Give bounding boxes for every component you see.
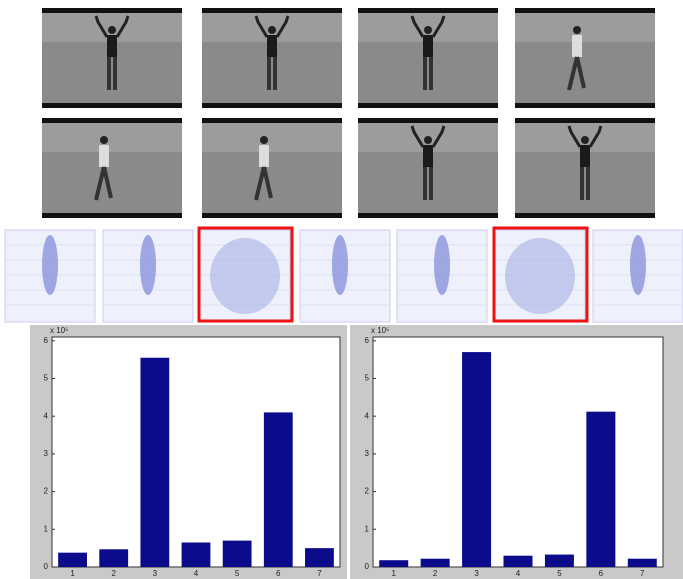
- activity-blob: [42, 235, 58, 295]
- y-tick-label: 4: [44, 411, 49, 420]
- frame-border: [358, 8, 498, 13]
- bar: [379, 560, 408, 567]
- bar: [504, 556, 533, 567]
- frame-border: [42, 8, 182, 13]
- frame-border: [358, 213, 498, 218]
- y-tick-label: 1: [44, 524, 49, 533]
- y-tick-label: 5: [44, 374, 49, 383]
- bar: [182, 542, 211, 567]
- y-tick-label: 6: [365, 336, 370, 345]
- person-head: [573, 26, 581, 34]
- person-head: [260, 136, 268, 144]
- bar: [586, 412, 615, 567]
- person-head: [424, 26, 432, 34]
- x-tick-label: 3: [153, 569, 158, 578]
- y-tick-label: 0: [44, 562, 49, 571]
- plot-area: [52, 337, 340, 567]
- x-tick-label: 7: [317, 569, 322, 578]
- bar: [628, 559, 657, 567]
- y-multiplier: x 10⁵: [371, 326, 389, 335]
- frame-border: [42, 118, 182, 123]
- frame-sky: [515, 12, 655, 42]
- y-tick-label: 0: [365, 562, 370, 571]
- person-body: [259, 145, 269, 167]
- y-tick-label: 2: [365, 487, 370, 496]
- x-tick-label: 4: [194, 569, 199, 578]
- x-tick-label: 1: [70, 569, 75, 578]
- person-body: [572, 35, 582, 57]
- y-tick-label: 3: [44, 449, 49, 458]
- activity-blob: [210, 238, 280, 314]
- bar: [421, 559, 450, 567]
- y-tick-label: 4: [365, 411, 370, 420]
- y-multiplier: x 10⁵: [50, 326, 68, 335]
- x-tick-label: 4: [516, 569, 521, 578]
- frame-sky: [202, 122, 342, 152]
- x-tick-label: 6: [599, 569, 604, 578]
- frame-border: [202, 8, 342, 13]
- y-tick-label: 1: [365, 524, 370, 533]
- person-head: [268, 26, 276, 34]
- figure: x 10⁵ 0 1 2 3 4 5 6 1 2 3 4 5 6 7 x 10⁵ 0 1 2 3 4 5 6 1 2 3 4 5 6 7: [0, 0, 683, 579]
- activity-blob: [630, 235, 646, 295]
- frame-border: [358, 118, 498, 123]
- bar: [264, 412, 293, 567]
- y-tick-label: 6: [44, 336, 49, 345]
- person-head: [108, 26, 116, 34]
- frame-border: [202, 213, 342, 218]
- bar: [305, 548, 334, 567]
- bar: [545, 555, 574, 567]
- x-tick-label: 2: [433, 569, 438, 578]
- person-body: [580, 145, 590, 167]
- frame-border: [515, 213, 655, 218]
- activity-blob: [434, 235, 450, 295]
- bar: [462, 352, 491, 567]
- plot-area: [373, 337, 663, 567]
- x-tick-label: 2: [111, 569, 116, 578]
- person-body: [99, 145, 109, 167]
- bar: [223, 541, 252, 567]
- y-tick-label: 2: [44, 487, 49, 496]
- frame-border: [42, 213, 182, 218]
- frame-border: [515, 118, 655, 123]
- frame-border: [202, 103, 342, 108]
- bar: [99, 549, 128, 567]
- bar: [58, 553, 87, 567]
- bar: [140, 358, 169, 567]
- x-tick-label: 3: [474, 569, 479, 578]
- x-tick-label: 1: [391, 569, 396, 578]
- person-head: [581, 136, 589, 144]
- x-tick-label: 7: [640, 569, 645, 578]
- frame-border: [202, 118, 342, 123]
- frame-sky: [42, 122, 182, 152]
- frame-border: [358, 103, 498, 108]
- y-tick-label: 3: [365, 449, 370, 458]
- activity-blob: [505, 238, 575, 314]
- person-body: [423, 35, 433, 57]
- person-body: [423, 145, 433, 167]
- frame-border: [515, 8, 655, 13]
- person-head: [100, 136, 108, 144]
- x-tick-label: 5: [557, 569, 562, 578]
- activity-blob: [332, 235, 348, 295]
- frame-border: [42, 103, 182, 108]
- person-head: [424, 136, 432, 144]
- x-tick-label: 6: [276, 569, 281, 578]
- activity-blob: [140, 235, 156, 295]
- person-body: [267, 35, 277, 57]
- y-tick-label: 5: [365, 374, 370, 383]
- person-body: [107, 35, 117, 57]
- x-tick-label: 5: [235, 569, 240, 578]
- frame-border: [515, 103, 655, 108]
